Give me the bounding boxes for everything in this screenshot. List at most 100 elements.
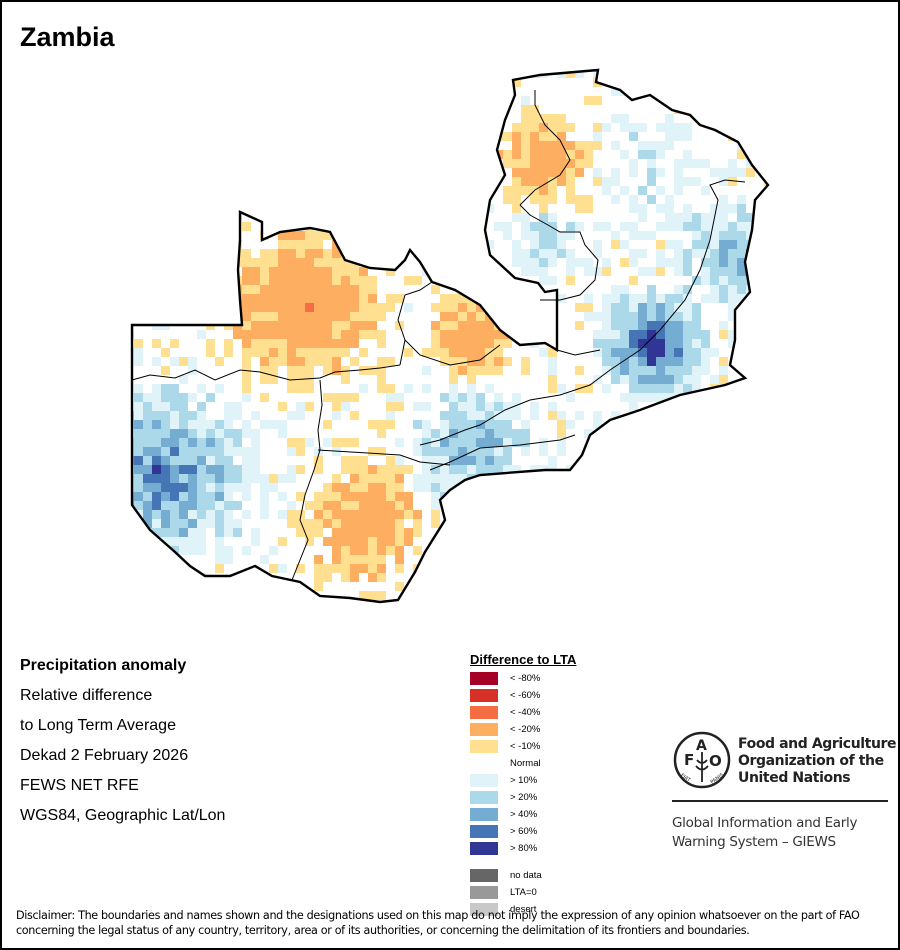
raster-cell — [323, 510, 332, 519]
raster-cell — [593, 123, 602, 132]
raster-cell — [746, 258, 755, 267]
raster-cell — [350, 393, 359, 402]
raster-cell — [521, 105, 530, 114]
raster-cell — [314, 609, 323, 618]
raster-cell — [170, 357, 179, 366]
raster-cell — [350, 510, 359, 519]
raster-cell — [521, 321, 530, 330]
raster-cell — [152, 600, 161, 602]
raster-cell — [251, 114, 260, 123]
raster-cell — [701, 366, 710, 375]
raster-cell — [467, 186, 476, 195]
raster-cell — [341, 258, 350, 267]
raster-cell — [755, 564, 764, 573]
raster-cell — [332, 528, 341, 537]
raster-cell — [647, 294, 656, 303]
raster-cell — [386, 537, 395, 546]
raster-cell — [674, 609, 683, 618]
legend-item: < -20% — [470, 721, 576, 738]
raster-cell — [179, 447, 188, 456]
raster-cell — [278, 285, 287, 294]
raster-cell — [584, 600, 593, 602]
raster-cell — [647, 393, 656, 402]
raster-cell — [179, 501, 188, 510]
raster-cell — [611, 465, 620, 474]
raster-cell — [132, 231, 134, 240]
raster-cell — [539, 150, 548, 159]
raster-cell — [359, 546, 368, 555]
raster-cell — [422, 429, 431, 438]
raster-cell — [755, 294, 764, 303]
raster-cell — [161, 312, 170, 321]
raster-cell — [242, 249, 251, 258]
raster-cell — [647, 420, 656, 429]
raster-cell — [179, 420, 188, 429]
raster-cell — [440, 456, 449, 465]
raster-cell — [134, 195, 143, 204]
raster-cell — [368, 420, 377, 429]
raster-cell — [314, 600, 323, 602]
raster-cell — [557, 141, 566, 150]
raster-cell — [170, 267, 179, 276]
raster-cell — [305, 537, 314, 546]
raster-cell — [260, 267, 269, 276]
raster-cell — [152, 249, 161, 258]
raster-cell — [665, 582, 674, 591]
raster-cell — [323, 537, 332, 546]
raster-cell — [665, 87, 674, 96]
raster-cell — [134, 249, 143, 258]
raster-cell — [386, 177, 395, 186]
raster-cell — [539, 582, 548, 591]
raster-cell — [476, 267, 485, 276]
raster-cell — [341, 438, 350, 447]
raster-cell — [521, 420, 530, 429]
raster-cell — [134, 447, 143, 456]
raster-cell — [377, 366, 386, 375]
raster-cell — [132, 78, 134, 87]
raster-cell — [260, 258, 269, 267]
raster-cell — [278, 321, 287, 330]
raster-cell — [332, 555, 341, 564]
raster-cell — [422, 366, 431, 375]
raster-cell — [269, 87, 278, 96]
raster-cell — [305, 375, 314, 384]
raster-cell — [215, 357, 224, 366]
raster-cell — [719, 78, 728, 87]
raster-cell — [602, 303, 611, 312]
raster-cell — [269, 366, 278, 375]
raster-cell — [314, 141, 323, 150]
raster-cell — [584, 294, 593, 303]
raster-cell — [269, 105, 278, 114]
raster-cell — [647, 330, 656, 339]
raster-cell — [179, 528, 188, 537]
raster-cell — [575, 159, 584, 168]
raster-cell — [476, 330, 485, 339]
raster-cell — [395, 456, 404, 465]
raster-cell — [377, 312, 386, 321]
raster-cell — [494, 465, 503, 474]
raster-cell — [539, 231, 548, 240]
raster-cell — [152, 573, 161, 582]
raster-cell — [431, 339, 440, 348]
raster-cell — [206, 348, 215, 357]
raster-cell — [593, 96, 602, 105]
raster-cell — [773, 258, 782, 267]
raster-cell — [764, 240, 768, 249]
raster-cell — [737, 501, 746, 510]
raster-cell — [215, 609, 224, 618]
raster-cell — [476, 393, 485, 402]
raster-cell — [746, 168, 755, 177]
raster-cell — [269, 141, 278, 150]
raster-cell — [611, 357, 620, 366]
raster-cell — [503, 321, 512, 330]
raster-cell — [683, 294, 692, 303]
raster-cell — [215, 258, 224, 267]
raster-cell — [458, 366, 467, 375]
legend-label: < -20% — [510, 724, 541, 735]
raster-cell — [557, 519, 566, 528]
raster-cell — [737, 348, 746, 357]
raster-cell — [656, 375, 665, 384]
raster-cell — [602, 177, 611, 186]
raster-cell — [377, 123, 386, 132]
raster-cell — [377, 555, 386, 564]
